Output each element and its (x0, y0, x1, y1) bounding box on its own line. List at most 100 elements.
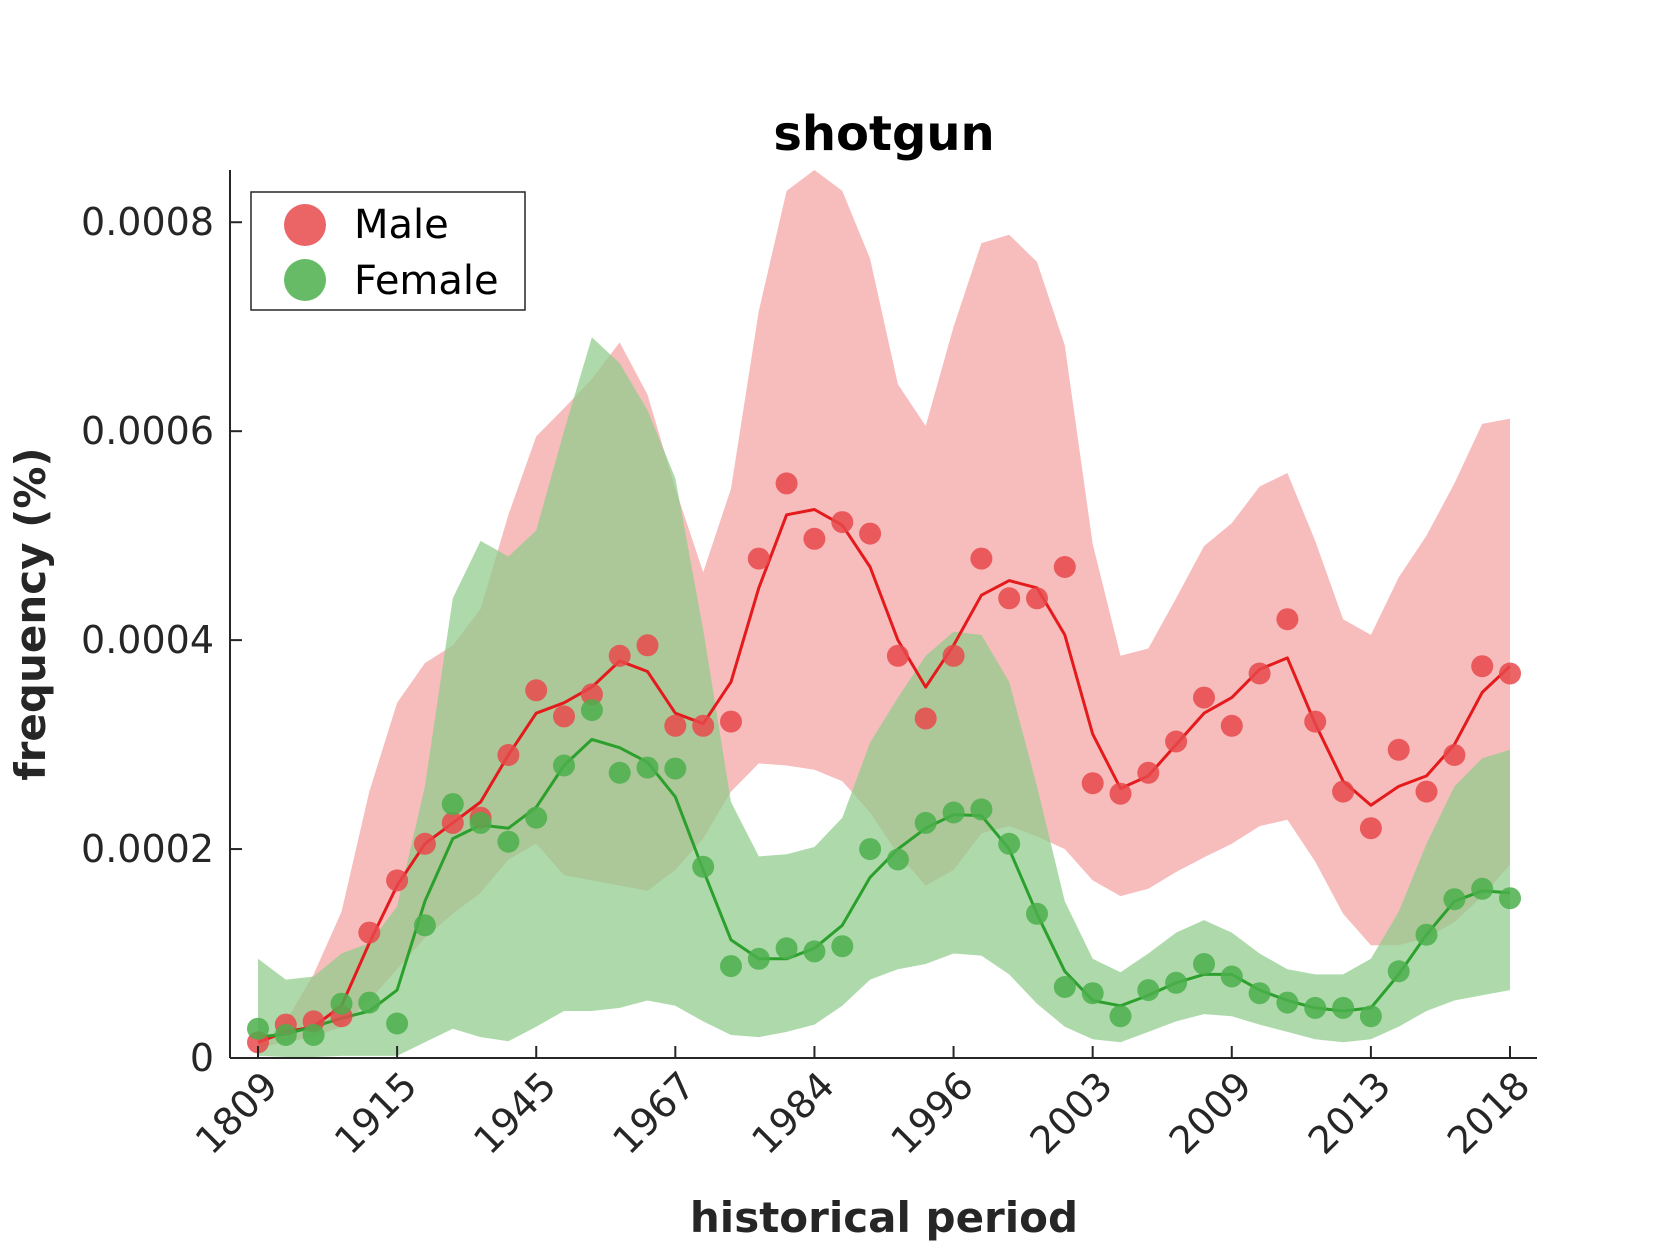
point-male (970, 547, 993, 570)
point-female (1081, 982, 1104, 1005)
point-male (998, 587, 1021, 610)
point-male (1193, 686, 1215, 709)
point-male (1026, 587, 1048, 610)
x-tick-label: 1996 (882, 1063, 982, 1163)
y-axis-ticks: 0 0.0002 0.0004 0.0006 0.0008 (81, 200, 242, 1080)
point-male (914, 707, 937, 730)
point-male (386, 869, 409, 892)
point-female (525, 806, 548, 829)
point-male (553, 705, 575, 728)
point-female (386, 1012, 409, 1035)
point-female (302, 1024, 325, 1046)
x-tick-label: 1915 (326, 1063, 426, 1163)
point-male (747, 547, 770, 570)
point-female (1053, 976, 1076, 998)
point-female (1193, 953, 1215, 975)
point-male (1248, 662, 1271, 685)
point-male (1109, 782, 1132, 805)
line-female (257, 737, 1511, 1039)
point-male (1304, 710, 1327, 733)
point-male (803, 527, 826, 550)
point-female (664, 757, 687, 780)
point-female (553, 754, 575, 777)
point-male (1081, 772, 1104, 795)
smoothed-lines (257, 508, 1512, 1044)
point-female (886, 848, 909, 871)
x-tick-label: 1945 (465, 1063, 565, 1163)
point-male (720, 710, 742, 733)
point-female (1443, 888, 1466, 911)
point-male (1137, 761, 1160, 784)
point-female (636, 756, 659, 779)
point-female (1276, 991, 1299, 1014)
point-female (580, 699, 603, 722)
point-male (580, 683, 603, 706)
x-tick-label: 2018 (1439, 1063, 1539, 1163)
point-male (1165, 730, 1188, 753)
point-female (1248, 982, 1271, 1005)
x-tick-label: 2009 (1161, 1063, 1261, 1163)
point-male (775, 472, 798, 495)
line-male (257, 508, 1512, 1044)
point-female (1165, 971, 1188, 994)
point-male (1332, 780, 1355, 803)
point-male (636, 634, 659, 657)
band-female (258, 337, 1510, 1057)
point-female (1137, 979, 1160, 1002)
point-male (497, 744, 520, 766)
point-female (831, 935, 854, 958)
point-female (441, 793, 464, 816)
point-male (831, 511, 854, 534)
x-tick-label: 2013 (1300, 1063, 1400, 1163)
point-female (497, 830, 520, 853)
point-female (803, 940, 826, 963)
data-points (247, 472, 1521, 1054)
point-female (1499, 887, 1521, 910)
point-female (775, 937, 798, 960)
point-male (1443, 744, 1466, 766)
point-female (692, 855, 715, 878)
x-axis-label: historical period (690, 1193, 1078, 1242)
point-female (358, 991, 381, 1014)
point-male (1387, 738, 1410, 761)
point-female (1359, 1005, 1382, 1028)
y-tick-label: 0 (190, 1036, 214, 1080)
point-male (886, 644, 909, 667)
point-female (1109, 1005, 1132, 1028)
point-male (441, 811, 464, 834)
point-female (998, 832, 1021, 855)
point-female (330, 992, 353, 1015)
point-female (942, 801, 965, 824)
point-male (692, 714, 715, 737)
y-tick-label: 0.0008 (81, 200, 214, 244)
point-male (358, 921, 381, 944)
legend: Male Female (250, 191, 526, 311)
point-male (942, 644, 965, 667)
legend-marker-female (284, 259, 326, 301)
point-male (1499, 662, 1521, 685)
point-female (970, 798, 993, 821)
x-axis-ticks: 1809 1915 1945 1967 1984 1996 2003 2009 2013 2018 (187, 1046, 1539, 1163)
chart-title: shotgun (773, 106, 994, 162)
point-female (1387, 960, 1410, 983)
point-male (1471, 655, 1494, 678)
point-male (413, 832, 436, 855)
point-female (1332, 996, 1355, 1019)
point-female (747, 947, 770, 970)
point-female (1026, 902, 1048, 925)
point-female (247, 1017, 269, 1040)
point-male (664, 714, 687, 737)
legend-label-female: Female (354, 258, 499, 304)
point-female (914, 811, 937, 834)
point-male (525, 679, 548, 702)
y-tick-label: 0.0004 (81, 618, 214, 662)
point-female (1220, 965, 1243, 988)
point-female (1304, 996, 1327, 1019)
x-tick-label: 2003 (1022, 1063, 1122, 1163)
point-male (859, 522, 882, 545)
point-male (1359, 817, 1382, 840)
confidence-bands (258, 170, 1510, 1057)
point-female (274, 1024, 297, 1046)
point-female (413, 914, 436, 937)
